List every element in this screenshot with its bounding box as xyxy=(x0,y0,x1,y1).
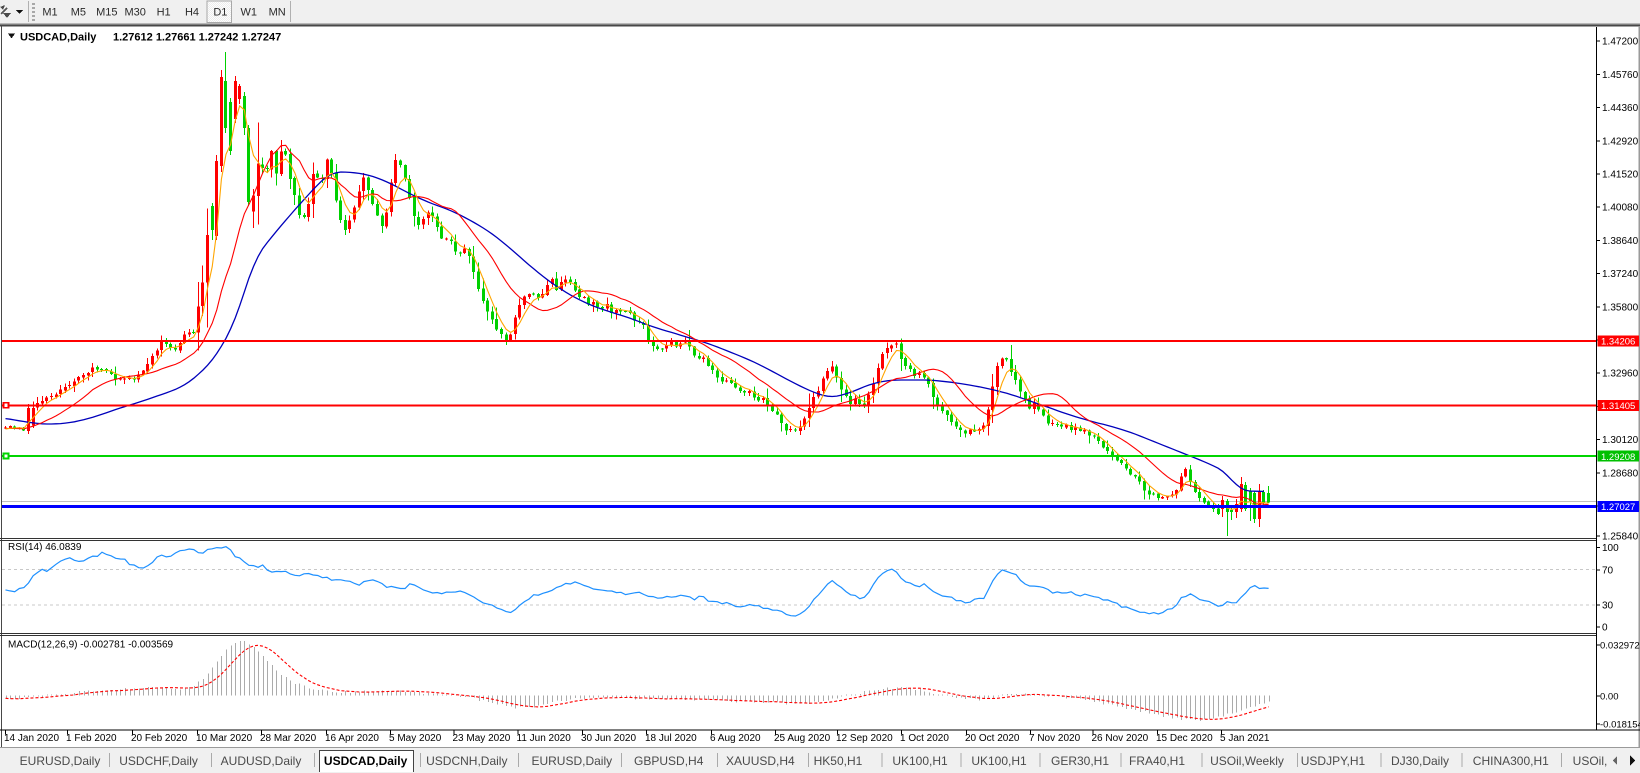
svg-text:USDCAD,Daily: USDCAD,Daily xyxy=(324,754,408,768)
svg-text:1 Feb 2020: 1 Feb 2020 xyxy=(66,733,117,744)
svg-text:M1: M1 xyxy=(42,7,57,19)
svg-text:DJ30,Daily: DJ30,Daily xyxy=(1391,754,1449,768)
svg-text:USDCHF,Daily: USDCHF,Daily xyxy=(119,754,198,768)
svg-text:USDCAD,Daily: USDCAD,Daily xyxy=(20,32,97,44)
svg-text:AUDUSD,Daily: AUDUSD,Daily xyxy=(221,754,302,768)
svg-text:M30: M30 xyxy=(124,7,145,19)
svg-text:EURUSD,Daily: EURUSD,Daily xyxy=(20,754,101,768)
svg-text:1 Oct 2020: 1 Oct 2020 xyxy=(900,733,949,744)
svg-text:RSI(14) 46.0839: RSI(14) 46.0839 xyxy=(8,542,82,553)
svg-text:20 Oct 2020: 20 Oct 2020 xyxy=(965,733,1020,744)
svg-text:7 Nov 2020: 7 Nov 2020 xyxy=(1029,733,1081,744)
svg-text:18 Jul 2020: 18 Jul 2020 xyxy=(645,733,697,744)
svg-text:11 Jun 2020: 11 Jun 2020 xyxy=(517,733,572,744)
svg-text:1.27027: 1.27027 xyxy=(1601,502,1635,513)
svg-text:6 Aug 2020: 6 Aug 2020 xyxy=(710,733,761,744)
svg-text:1.30120: 1.30120 xyxy=(1602,435,1639,446)
svg-text:1.47200: 1.47200 xyxy=(1602,37,1639,48)
svg-text:15 Dec 2020: 15 Dec 2020 xyxy=(1156,733,1213,744)
svg-text:H1: H1 xyxy=(157,7,171,19)
svg-text:30: 30 xyxy=(1602,601,1614,612)
svg-text:70: 70 xyxy=(1602,566,1614,577)
svg-text:5 May 2020: 5 May 2020 xyxy=(389,733,442,744)
svg-text:1.32960: 1.32960 xyxy=(1602,369,1639,380)
svg-text:1.29208: 1.29208 xyxy=(1601,452,1635,463)
svg-text:UK100,H1: UK100,H1 xyxy=(892,754,948,768)
svg-text:USOil,Weekly: USOil,Weekly xyxy=(1210,754,1284,768)
svg-text:1.42920: 1.42920 xyxy=(1602,136,1639,147)
svg-text:28 Mar 2020: 28 Mar 2020 xyxy=(260,733,317,744)
svg-text:EURUSD,Daily: EURUSD,Daily xyxy=(531,754,612,768)
svg-text:USOil,: USOil, xyxy=(1573,754,1608,768)
svg-text:1.25840: 1.25840 xyxy=(1602,532,1639,543)
svg-text:16 Apr 2020: 16 Apr 2020 xyxy=(325,733,379,744)
svg-text:FRA40,H1: FRA40,H1 xyxy=(1129,754,1185,768)
svg-text:0.00: 0.00 xyxy=(1600,692,1619,703)
svg-text:1.34206: 1.34206 xyxy=(1601,337,1635,348)
svg-text:XAUUSD,H4: XAUUSD,H4 xyxy=(726,754,795,768)
svg-text:1.44360: 1.44360 xyxy=(1602,103,1639,114)
svg-text:20 Feb 2020: 20 Feb 2020 xyxy=(131,733,188,744)
svg-text:1.31405: 1.31405 xyxy=(1601,401,1635,412)
svg-text:H4: H4 xyxy=(185,7,199,19)
svg-text:W1: W1 xyxy=(241,7,258,19)
svg-text:HK50,H1: HK50,H1 xyxy=(814,754,863,768)
svg-text:USDJPY,H1: USDJPY,H1 xyxy=(1301,754,1366,768)
svg-text:26 Nov 2020: 26 Nov 2020 xyxy=(1092,733,1149,744)
svg-text:USDCNH,Daily: USDCNH,Daily xyxy=(426,754,507,768)
svg-text:5 Jan 2021: 5 Jan 2021 xyxy=(1220,733,1270,744)
svg-text:1.41520: 1.41520 xyxy=(1602,170,1639,181)
svg-text:14 Jan 2020: 14 Jan 2020 xyxy=(4,733,59,744)
svg-text:1.38640: 1.38640 xyxy=(1602,236,1639,247)
svg-text:MACD(12,26,9) -0.002781 -0.003: MACD(12,26,9) -0.002781 -0.003569 xyxy=(8,640,174,651)
svg-text:0.032972: 0.032972 xyxy=(1600,641,1640,652)
svg-text:12 Sep 2020: 12 Sep 2020 xyxy=(836,733,893,744)
svg-text:1.28680: 1.28680 xyxy=(1602,468,1639,479)
svg-text:UK100,H1: UK100,H1 xyxy=(971,754,1027,768)
svg-text:1.45760: 1.45760 xyxy=(1602,70,1639,81)
svg-text:1.27612 1.27661 1.27242 1.2724: 1.27612 1.27661 1.27242 1.27247 xyxy=(113,32,281,44)
svg-text:CHINA300,H1: CHINA300,H1 xyxy=(1473,754,1549,768)
svg-text:GER30,H1: GER30,H1 xyxy=(1051,754,1109,768)
svg-text:M15: M15 xyxy=(96,7,117,19)
svg-text:25 Aug 2020: 25 Aug 2020 xyxy=(774,733,831,744)
svg-text:-0.018154: -0.018154 xyxy=(1600,720,1640,731)
svg-text:23 May 2020: 23 May 2020 xyxy=(453,733,511,744)
svg-text:1.37240: 1.37240 xyxy=(1602,269,1639,280)
svg-text:100: 100 xyxy=(1602,543,1619,554)
svg-text:1.40080: 1.40080 xyxy=(1602,203,1639,214)
svg-text:0: 0 xyxy=(1602,623,1608,634)
svg-text:D1: D1 xyxy=(213,7,227,19)
svg-text:GBPUSD,H4: GBPUSD,H4 xyxy=(634,754,704,768)
svg-text:MN: MN xyxy=(269,7,286,19)
svg-text:10 Mar 2020: 10 Mar 2020 xyxy=(196,733,253,744)
svg-text:M5: M5 xyxy=(71,7,86,19)
svg-text:30 Jun 2020: 30 Jun 2020 xyxy=(581,733,636,744)
svg-text:1.35800: 1.35800 xyxy=(1602,302,1639,313)
